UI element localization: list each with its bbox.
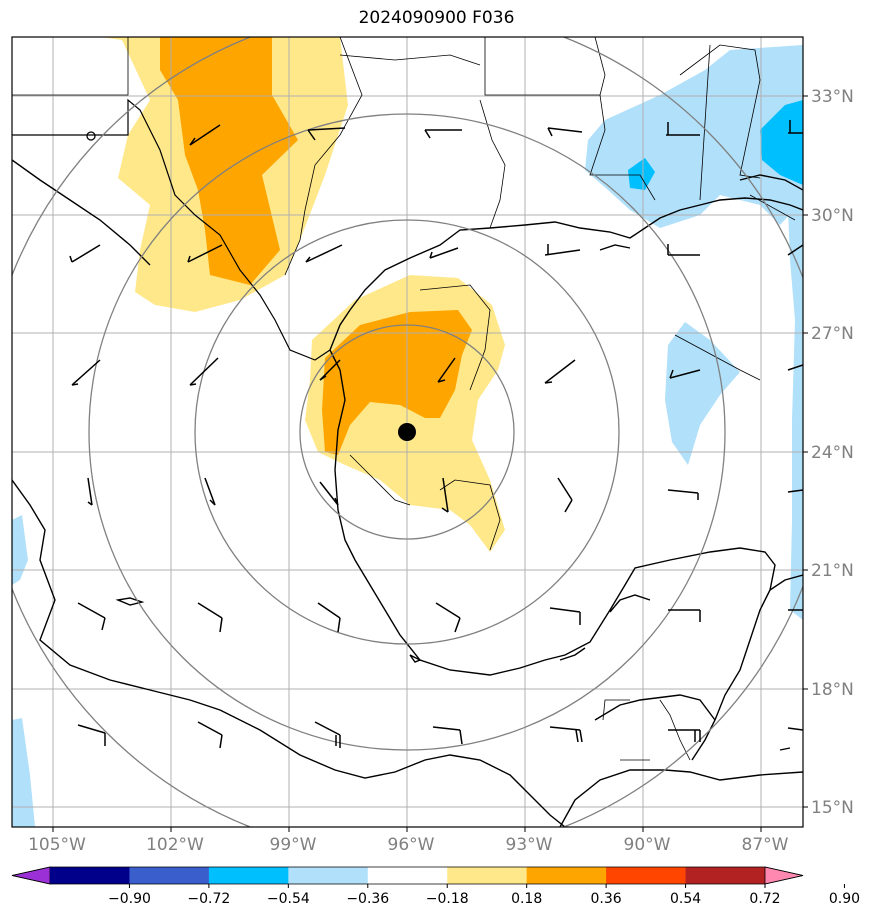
lon-label: 90°W [624,835,671,855]
colorbar: −0.90 −0.72 −0.54 −0.36 −0.18 0.18 0.36 0.54 0.7… [11,866,860,907]
colorbar-segment [50,867,130,884]
graticule [12,37,803,827]
wind-barb [435,602,461,619]
wind-barb [307,127,346,131]
lat-label: 30°N [811,206,854,226]
shade-light-blue-w1 [12,515,28,585]
wind-barb [437,357,456,383]
wind-barb [667,489,699,494]
colorbar-tick-label: 0.36 [591,891,622,907]
wind-barb [549,607,581,613]
wind-barb [557,477,573,501]
wind-barb [189,124,221,146]
wind-barb [319,481,339,506]
colorbar-tick-label: 0.18 [511,891,542,907]
lon-labels: 105°W 102°W 99°W 96°W 93°W 90°W 87°W [28,835,789,855]
wind-barb [314,721,341,736]
colorbar-segment [367,867,448,884]
wind-barb [787,364,803,371]
lon-label: 87°W [742,835,789,855]
shade-light-blue-e [788,200,803,620]
lat-labels: 33°N 30°N 27°N 24°N 21°N 18°N 15°N [811,87,854,818]
colorbar-tick-label: 0.90 [829,891,860,907]
colorbar-tick-label: −0.18 [426,891,469,907]
state-borders [12,37,796,761]
wind-barb [787,489,803,493]
colorbar-tick-label: 0.72 [749,891,780,907]
storm-center-marker [398,423,416,441]
shade-light-blue-gulf-e [665,322,740,465]
wind-barb [317,602,341,619]
wind-barb [544,249,581,256]
wind-barb [187,244,223,263]
lon-label: 105°W [28,835,86,855]
colorbar-segment [447,867,528,884]
colorbar-tick-label: −0.72 [187,891,230,907]
wind-barb [204,477,216,506]
wind-barb [77,724,106,734]
colorbar-outline [11,866,804,885]
shade-orange-center [322,310,472,455]
wind-barb [319,359,341,381]
colorbar-extend-max [764,866,804,885]
map-area [12,37,803,827]
wind-barb [549,726,581,731]
colorbar-segment [129,867,210,884]
shade-orange-nw [160,37,298,285]
range-ring-2 [194,219,620,645]
coastlines [12,98,803,827]
colorbar-segment [606,867,687,884]
wind-barb [87,477,93,506]
station-marker [86,131,96,141]
wind-barb [197,602,223,619]
wind-barb [189,357,219,386]
lon-label: 102°W [146,835,204,855]
wind-barbs [69,120,803,749]
colorbar-tick-label: −0.90 [108,891,151,907]
colorbar-segment [288,867,369,884]
wind-barb [429,247,459,259]
colorbar-tick-label: 0.54 [670,891,701,907]
range-ring-3 [88,113,726,751]
wind-barb [669,369,701,379]
wind-barb [547,127,583,133]
wind-barb [432,726,461,731]
wind-barb [197,721,223,736]
wind-barb [442,477,449,513]
wind-barb [787,244,803,256]
lat-label: 27°N [811,324,854,344]
lat-label: 24°N [811,443,854,463]
lat-label: 15°N [811,798,854,818]
colorbar-segment [526,867,607,884]
wind-barb [305,244,343,263]
shade-light-blue-w2 [12,718,35,827]
tick-marks [52,95,808,832]
colorbar-segment [685,867,766,884]
wind-barb [77,602,106,619]
wind-barb [71,244,101,263]
colorbar-extend-min [11,866,51,885]
colorbar-segment [208,867,289,884]
lat-label: 18°N [811,680,854,700]
wind-barb [787,727,803,731]
colorbar-tick-label: −0.36 [346,891,389,907]
range-rings [12,37,803,827]
shading-layer [12,37,803,827]
wind-barb [544,359,576,384]
range-ring-1 [299,324,515,540]
lon-label: 99°W [270,835,317,855]
map-title: 2024090900 F036 [358,8,515,28]
lon-label: 93°W [506,835,553,855]
wind-barb [71,359,101,386]
lon-label: 96°W [388,835,435,855]
colorbar-tick-label: −0.54 [267,891,310,907]
shade-blue-ne [760,100,803,185]
lat-label: 21°N [811,561,854,581]
shade-blue-ne-small [628,158,655,190]
lat-label: 33°N [811,87,854,107]
